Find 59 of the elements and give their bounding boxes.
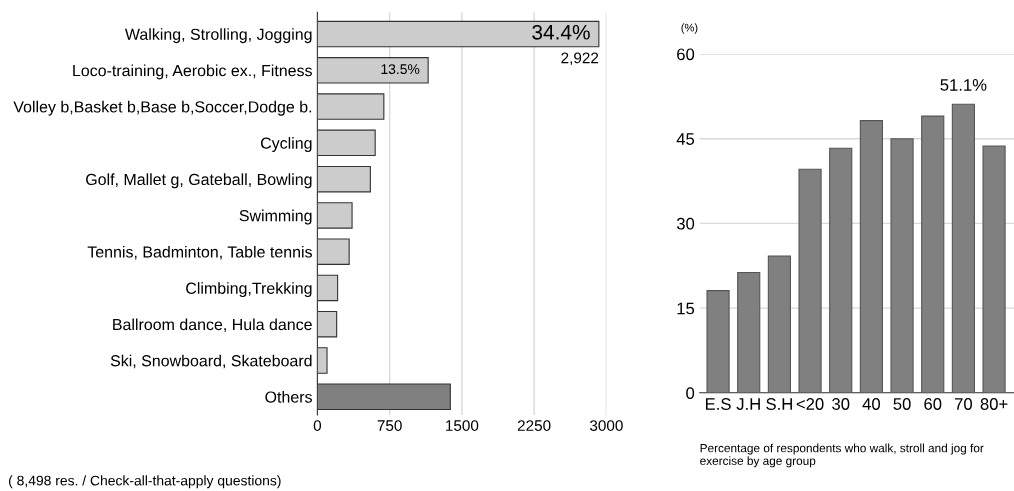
y-axis-title: (%) bbox=[681, 23, 698, 34]
x-tick-label: 0 bbox=[313, 420, 322, 431]
bar bbox=[317, 310, 338, 338]
annotation: 34.4% bbox=[532, 24, 590, 40]
bar bbox=[982, 145, 1006, 393]
bar bbox=[921, 115, 945, 393]
x-tick-label: 30 bbox=[832, 398, 850, 410]
y-tick-label: Golf, Mallet g, Gateball, Bowling bbox=[86, 173, 312, 189]
x-tick-label: 80+ bbox=[980, 398, 1008, 410]
y-tick-label: Walking, Strolling, Jogging bbox=[124, 28, 312, 44]
x-tick-label: <20 bbox=[796, 398, 824, 410]
y-tick-label: 15 bbox=[677, 302, 695, 315]
bar bbox=[317, 238, 350, 265]
y-tick-label: Swimming bbox=[239, 209, 312, 225]
x-tick-label: 50 bbox=[893, 398, 911, 410]
y-tick-label: Others bbox=[265, 390, 312, 403]
x-tick-label: 70 bbox=[954, 398, 973, 410]
x-tick-label: 750 bbox=[377, 420, 402, 431]
y-tick-label: 45 bbox=[676, 133, 695, 145]
bar bbox=[317, 202, 353, 229]
bar bbox=[317, 165, 371, 193]
x-tick-label: S.H bbox=[766, 398, 792, 410]
bar bbox=[317, 383, 451, 411]
bar bbox=[767, 255, 791, 393]
bar bbox=[317, 129, 376, 157]
x-tick-label: 40 bbox=[862, 398, 881, 410]
y-tick-label: Climbing,Trekking bbox=[186, 282, 312, 298]
text: Percentage of respondents who walk, stroll and jog for exercise by age group bbox=[700, 443, 984, 468]
bar bbox=[317, 347, 328, 374]
y-tick-label: Tennis, Badminton, Table tennis bbox=[87, 245, 312, 260]
bar bbox=[706, 290, 730, 393]
x-tick-label: E.S bbox=[706, 398, 731, 410]
y-tick-label: 30 bbox=[676, 217, 695, 230]
bar bbox=[951, 103, 975, 393]
bar bbox=[859, 120, 883, 393]
x-tick-label: 2250 bbox=[517, 420, 551, 431]
y-tick-label: Ballroom dance, Hula dance bbox=[113, 318, 312, 333]
y-tick-label: Ski, Snowboard, Skateboard bbox=[110, 354, 312, 369]
bar bbox=[798, 168, 822, 393]
y-tick-label: Cycling bbox=[260, 137, 312, 152]
data-label: 51.1% bbox=[940, 79, 987, 91]
x-tick-label: 60 bbox=[924, 398, 942, 410]
y-tick-label: Volley b,Basket b,Base b,Soccer,Dodge b. bbox=[13, 100, 312, 116]
x-tick-label: 1500 bbox=[446, 420, 479, 431]
bar bbox=[317, 274, 339, 302]
y-tick-label: 0 bbox=[686, 387, 695, 399]
x-tick-label: J.H bbox=[736, 398, 760, 410]
bar bbox=[317, 20, 600, 48]
bar bbox=[890, 138, 914, 393]
text: ( 8,498 res. / Check-all-that-apply questions) bbox=[9, 475, 281, 489]
y-tick-label: Loco-training, Aerobic ex., Fitness bbox=[73, 64, 312, 80]
bar bbox=[317, 57, 429, 84]
data-label: 2,922 bbox=[561, 52, 599, 66]
bar bbox=[737, 271, 761, 393]
annotation: 13.5% bbox=[381, 64, 420, 75]
bar bbox=[829, 147, 853, 393]
y-tick-label: 60 bbox=[677, 48, 695, 61]
bar bbox=[317, 93, 385, 120]
x-tick-label: 3000 bbox=[589, 420, 623, 431]
